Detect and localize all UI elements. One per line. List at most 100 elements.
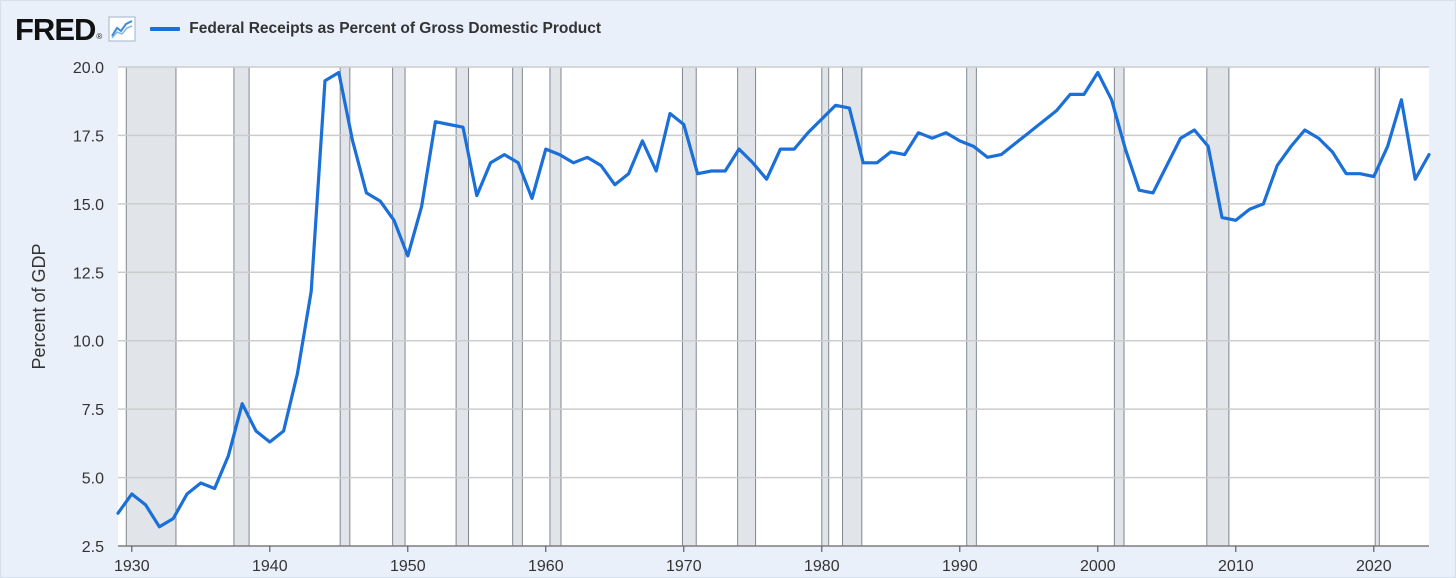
data-point-1991[interactable] [970, 142, 978, 150]
data-point-2009[interactable] [1218, 214, 1226, 222]
data-point-1977[interactable] [776, 145, 784, 153]
data-point-1995[interactable] [1025, 129, 1033, 137]
data-point-2010[interactable] [1232, 216, 1240, 224]
data-point-1938[interactable] [238, 400, 246, 408]
data-point-2016[interactable] [1315, 134, 1323, 142]
data-point-1981[interactable] [832, 101, 840, 109]
data-point-1957[interactable] [500, 151, 508, 159]
data-point-1997[interactable] [1052, 107, 1060, 115]
data-point-2022[interactable] [1397, 96, 1405, 104]
data-point-1970[interactable] [680, 120, 688, 128]
data-point-1954[interactable] [459, 123, 467, 131]
line-graph-icon[interactable] [108, 16, 136, 42]
data-point-1984[interactable] [873, 159, 881, 167]
data-point-1932[interactable] [155, 523, 163, 531]
data-point-2004[interactable] [1149, 189, 1157, 197]
data-point-2006[interactable] [1177, 134, 1185, 142]
data-point-1961[interactable] [556, 151, 564, 159]
data-point-1948[interactable] [376, 197, 384, 205]
data-point-2019[interactable] [1356, 170, 1364, 178]
data-point-1968[interactable] [652, 167, 660, 175]
data-point-1956[interactable] [487, 159, 495, 167]
data-point-1976[interactable] [763, 175, 771, 183]
data-point-1990[interactable] [956, 137, 964, 145]
data-point-1996[interactable] [1039, 118, 1047, 126]
data-point-2020[interactable] [1370, 172, 1378, 180]
data-point-1980[interactable] [818, 115, 826, 123]
data-point-1944[interactable] [321, 77, 329, 85]
data-point-1982[interactable] [845, 104, 853, 112]
data-point-1971[interactable] [694, 170, 702, 178]
data-point-1998[interactable] [1066, 90, 1074, 98]
data-point-1963[interactable] [583, 153, 591, 161]
data-point-1979[interactable] [804, 129, 812, 137]
data-point-1969[interactable] [666, 110, 674, 118]
data-point-1934[interactable] [183, 490, 191, 498]
data-point-1965[interactable] [611, 181, 619, 189]
data-point-1960[interactable] [542, 145, 550, 153]
data-point-1951[interactable] [418, 203, 426, 211]
fred-logo[interactable]: FRED [15, 11, 96, 47]
data-point-2018[interactable] [1342, 170, 1350, 178]
data-point-2015[interactable] [1301, 126, 1309, 134]
data-point-1946[interactable] [349, 137, 357, 145]
data-point-2023[interactable] [1411, 175, 1419, 183]
data-point-2007[interactable] [1190, 126, 1198, 134]
data-point-1941[interactable] [280, 427, 288, 435]
data-point-1949[interactable] [390, 216, 398, 224]
data-point-1930[interactable] [128, 490, 136, 498]
data-point-1988[interactable] [928, 134, 936, 142]
data-point-2005[interactable] [1163, 162, 1171, 170]
data-point-1972[interactable] [707, 167, 715, 175]
data-point-1936[interactable] [211, 485, 219, 493]
data-point-1935[interactable] [197, 479, 205, 487]
data-point-1987[interactable] [914, 129, 922, 137]
data-point-2002[interactable] [1121, 145, 1129, 153]
data-point-1983[interactable] [859, 159, 867, 167]
data-point-1974[interactable] [735, 145, 743, 153]
data-point-1966[interactable] [625, 170, 633, 178]
data-point-2014[interactable] [1287, 142, 1295, 150]
data-point-1953[interactable] [445, 120, 453, 128]
data-point-1993[interactable] [997, 151, 1005, 159]
data-point-1929[interactable] [114, 509, 122, 517]
data-point-1942[interactable] [293, 370, 301, 378]
data-point-1989[interactable] [942, 129, 950, 137]
data-point-2017[interactable] [1328, 148, 1336, 156]
data-point-2008[interactable] [1204, 142, 1212, 150]
data-point-2021[interactable] [1384, 142, 1392, 150]
data-point-1943[interactable] [307, 287, 315, 295]
legend-series-label[interactable]: Federal Receipts as Percent of Gross Dom… [189, 20, 602, 37]
data-point-1958[interactable] [514, 159, 522, 167]
data-point-1945[interactable] [335, 68, 343, 76]
data-point-1986[interactable] [901, 151, 909, 159]
data-point-1955[interactable] [473, 192, 481, 200]
data-point-1975[interactable] [749, 159, 757, 167]
data-point-2013[interactable] [1273, 162, 1281, 170]
data-point-1959[interactable] [528, 194, 536, 202]
data-point-1952[interactable] [431, 118, 439, 126]
data-point-1962[interactable] [569, 159, 577, 167]
data-point-1973[interactable] [721, 167, 729, 175]
series-line-0[interactable] [116, 70, 1431, 529]
data-point-1933[interactable] [169, 515, 177, 523]
data-point-1937[interactable] [224, 452, 232, 460]
data-point-1940[interactable] [266, 438, 274, 446]
data-point-2003[interactable] [1135, 186, 1143, 194]
data-point-1978[interactable] [790, 145, 798, 153]
data-point-1931[interactable] [142, 501, 150, 509]
data-point-1964[interactable] [597, 162, 605, 170]
data-point-1947[interactable] [362, 189, 370, 197]
data-point-1939[interactable] [252, 427, 260, 435]
data-point-1992[interactable] [983, 153, 991, 161]
data-point-1999[interactable] [1080, 90, 1088, 98]
data-point-1994[interactable] [1011, 140, 1019, 148]
data-point-2001[interactable] [1108, 96, 1116, 104]
data-point-2012[interactable] [1259, 200, 1267, 208]
data-point-1950[interactable] [404, 252, 412, 260]
data-point-2011[interactable] [1246, 205, 1254, 213]
data-point-1967[interactable] [638, 137, 646, 145]
data-point-2024[interactable] [1425, 151, 1433, 159]
data-point-1985[interactable] [887, 148, 895, 156]
data-point-2000[interactable] [1094, 68, 1102, 76]
